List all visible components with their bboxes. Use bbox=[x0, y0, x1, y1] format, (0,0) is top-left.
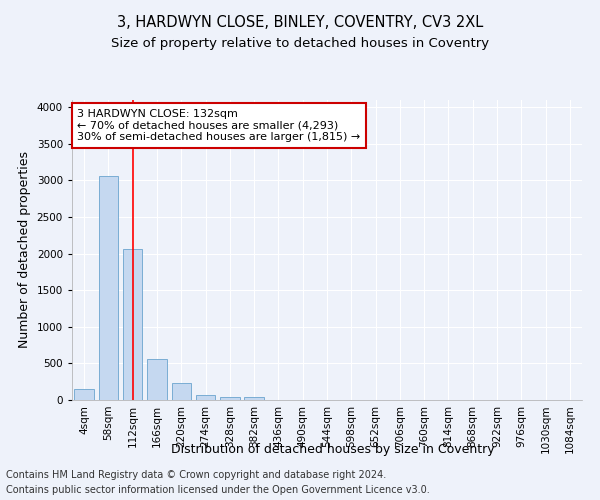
Text: 3 HARDWYN CLOSE: 132sqm
← 70% of detached houses are smaller (4,293)
30% of semi: 3 HARDWYN CLOSE: 132sqm ← 70% of detache… bbox=[77, 109, 361, 142]
Text: 3, HARDWYN CLOSE, BINLEY, COVENTRY, CV3 2XL: 3, HARDWYN CLOSE, BINLEY, COVENTRY, CV3 … bbox=[117, 15, 483, 30]
Bar bbox=[196, 395, 215, 400]
Bar bbox=[244, 396, 264, 400]
Text: Contains public sector information licensed under the Open Government Licence v3: Contains public sector information licen… bbox=[6, 485, 430, 495]
Bar bbox=[172, 383, 191, 400]
Bar bbox=[99, 176, 118, 400]
Bar bbox=[147, 359, 167, 400]
Bar bbox=[74, 390, 94, 400]
Text: Size of property relative to detached houses in Coventry: Size of property relative to detached ho… bbox=[111, 38, 489, 51]
Text: Distribution of detached houses by size in Coventry: Distribution of detached houses by size … bbox=[171, 442, 495, 456]
Bar bbox=[220, 396, 239, 400]
Bar bbox=[123, 250, 142, 400]
Y-axis label: Number of detached properties: Number of detached properties bbox=[18, 152, 31, 348]
Text: Contains HM Land Registry data © Crown copyright and database right 2024.: Contains HM Land Registry data © Crown c… bbox=[6, 470, 386, 480]
